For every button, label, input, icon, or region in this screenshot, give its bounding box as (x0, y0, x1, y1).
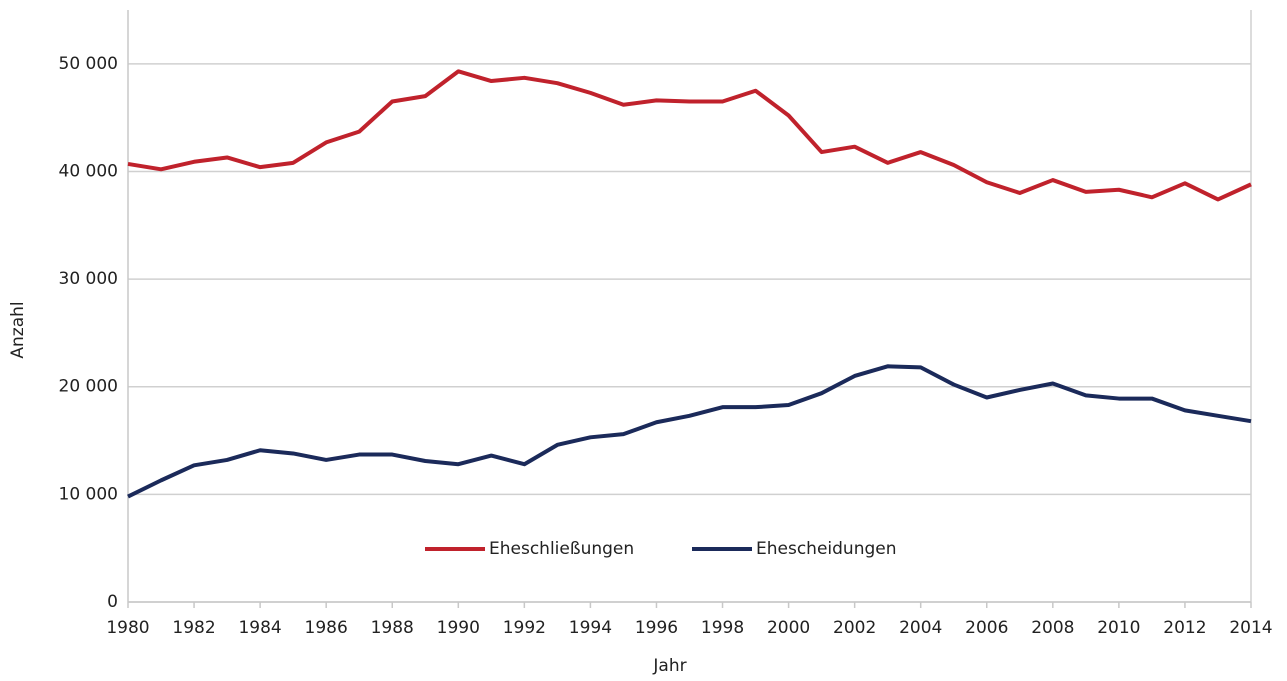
y-tick-label: 0 (107, 592, 118, 612)
y-tick-label: 50 000 (59, 54, 118, 74)
x-tick-label: 2014 (1229, 618, 1272, 638)
x-tick-label: 1996 (635, 618, 678, 638)
x-tick-label: 1998 (701, 618, 744, 638)
y-tick-label: 20 000 (59, 377, 118, 397)
x-tick-label: 1992 (503, 618, 546, 638)
x-tick-label: 2006 (965, 618, 1008, 638)
x-tick-label: 1990 (437, 618, 480, 638)
x-tick-label: 1984 (238, 618, 281, 638)
x-tick-label: 2008 (1031, 618, 1074, 638)
y-tick-label: 10 000 (59, 484, 118, 504)
y-axis-label: Anzahl (8, 301, 28, 358)
x-tick-label: 1982 (172, 618, 215, 638)
x-tick-label: 2002 (833, 618, 876, 638)
x-tick-label: 1980 (106, 618, 149, 638)
x-axis-label: Jahr (652, 656, 686, 676)
legend-label: Ehescheidungen (756, 539, 897, 559)
x-tick-label: 2010 (1097, 618, 1140, 638)
y-tick-label: 30 000 (59, 269, 118, 289)
line (127, 364, 1252, 499)
line (127, 69, 1252, 202)
legend-label: Eheschließungen (489, 539, 634, 559)
x-tick-label: 2012 (1163, 618, 1206, 638)
x-tick-label: 1994 (569, 618, 612, 638)
x-tick-label: 2000 (767, 618, 810, 638)
y-tick-label: 40 000 (59, 161, 118, 181)
x-tick-label: 2004 (899, 618, 942, 638)
x-tick-label: 1988 (371, 618, 414, 638)
x-tick-label: 1986 (305, 618, 348, 638)
